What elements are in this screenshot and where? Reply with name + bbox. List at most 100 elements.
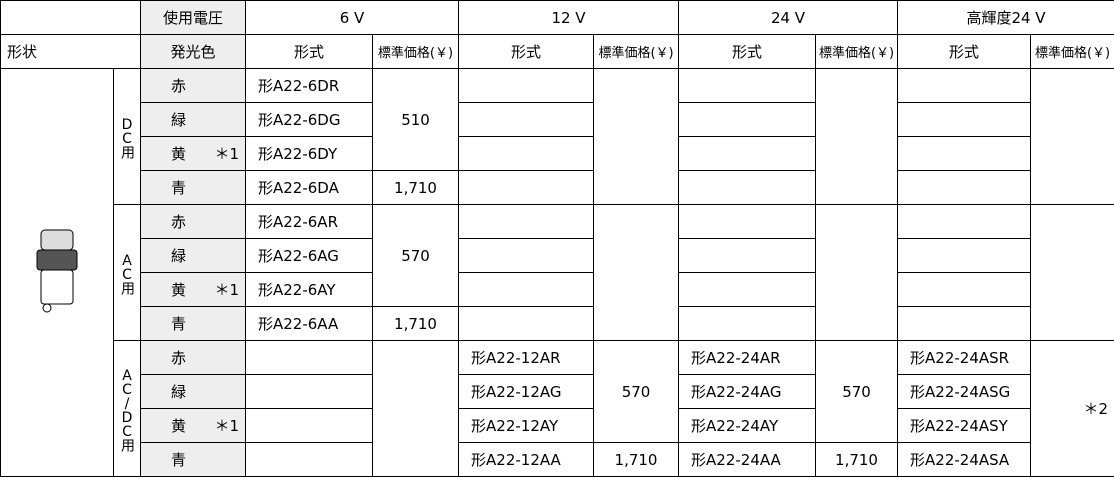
note: ＊1 — [214, 145, 239, 163]
color-name: 緑 — [171, 111, 187, 129]
model — [458, 68, 595, 103]
light-color: 黄 ＊1 — [140, 408, 246, 443]
color-name: 青 — [171, 315, 187, 333]
model — [458, 102, 595, 137]
light-color: 青 — [140, 170, 246, 205]
table-row: 青形A22-12AA 1,710 形A22-24AA 1,710 形A22-24ASA — [1, 442, 1114, 477]
model: 形A22-6DG — [245, 102, 373, 137]
table-row: 緑 形A22-6DG — [1, 102, 1114, 137]
light-color: 緑 — [140, 238, 246, 273]
light-color: 赤 — [140, 68, 246, 103]
light-color: 赤 — [140, 204, 246, 239]
model — [897, 204, 1032, 239]
color-name: 赤 — [171, 77, 187, 95]
model — [897, 272, 1032, 307]
model: 形A22-6DY — [245, 136, 373, 171]
price: 1,710 — [593, 442, 680, 477]
voltage-header: 6 V — [244, 0, 460, 35]
model — [678, 306, 817, 341]
model — [678, 238, 817, 273]
model — [458, 170, 595, 205]
model: 形A22-6AA — [245, 306, 373, 341]
model — [678, 102, 817, 137]
light-color: 黄 ＊1 — [140, 136, 246, 171]
price — [815, 68, 899, 205]
color-name: 黄 — [171, 145, 187, 163]
table-row: 形状 発光色 形式 標準価格(￥) 形式 標準価格(￥) 形式 標準価格(￥) 形式 標準価格(￥… — [0, 34, 1114, 69]
price: 510 — [371, 68, 460, 171]
model — [678, 68, 817, 103]
model: 形A22-6AR — [245, 204, 373, 239]
model — [458, 204, 595, 239]
table-row: 緑 形A22-6AG — [1, 238, 1114, 273]
voltage-header: 12 V — [458, 0, 680, 35]
table-row: AC/DC用赤形A22-12AR 570 形A22-24AR 570 形A22-24AS… — [1, 340, 1114, 477]
model: 形A22-24ASA — [897, 442, 1032, 477]
table-row: 黄 ＊1 形A22-6DY — [1, 136, 1114, 171]
model — [897, 136, 1032, 171]
light-color: 黄 ＊1 — [140, 272, 246, 307]
price — [1030, 204, 1114, 341]
note: ＊1 — [214, 417, 239, 435]
shape-header: 形状 — [0, 34, 141, 69]
voltage-label: 使用電圧 — [140, 0, 246, 35]
model — [897, 306, 1032, 341]
price-header: 標準価格(￥) — [371, 34, 460, 69]
light-color: 青 — [140, 306, 246, 341]
voltage-header: 24 V — [678, 0, 899, 35]
model: 形A22-24AR — [678, 340, 817, 375]
model: 形A22-24ASG — [897, 374, 1032, 409]
model-header: 形式 — [245, 34, 373, 69]
color-name: 緑 — [171, 383, 187, 401]
model: 形A22-6DR — [245, 68, 373, 103]
model: 形A22-24AG — [678, 374, 817, 409]
model — [678, 272, 817, 307]
price: ＊2 — [1030, 340, 1114, 477]
color-name: 青 — [171, 179, 187, 197]
light-color: 赤 — [140, 340, 246, 375]
price: 570 — [371, 204, 460, 307]
price: 1,710 — [371, 170, 460, 205]
model — [678, 204, 817, 239]
model — [245, 374, 373, 409]
model — [897, 170, 1032, 205]
price: 1,710 — [371, 306, 460, 341]
lamp-icon — [36, 229, 78, 312]
model: 形A22-6AY — [245, 272, 373, 307]
group-label: AC/DC用 — [113, 340, 141, 477]
model: 形A22-6AG — [245, 238, 373, 273]
model — [897, 102, 1032, 137]
model — [245, 340, 373, 375]
model: 形A22-24ASR — [897, 340, 1032, 375]
model — [897, 238, 1032, 273]
model: 形A22-12AR — [458, 340, 595, 375]
model — [458, 272, 595, 307]
model-header: 形式 — [678, 34, 817, 69]
model — [458, 306, 595, 341]
price: 1,710 — [815, 442, 899, 477]
light-color: 緑 — [140, 374, 246, 409]
voltage-header: 高輝度24 V — [897, 0, 1114, 35]
color-name: 赤 — [171, 213, 187, 231]
price-header: 標準価格(￥) — [593, 34, 680, 69]
price-header: 標準価格(￥) — [815, 34, 899, 69]
price — [371, 340, 460, 477]
color-name: 赤 — [171, 349, 187, 367]
model-header: 形式 — [458, 34, 595, 69]
group-label: DC用 — [113, 68, 141, 205]
model — [678, 170, 817, 205]
product-image — [0, 68, 114, 477]
model: 形A22-12AY — [458, 408, 595, 443]
note: ＊1 — [214, 281, 239, 299]
model: 形A22-12AG — [458, 374, 595, 409]
table-row: 黄 ＊1 形A22-6AY — [1, 272, 1114, 307]
model — [245, 442, 373, 477]
price — [593, 204, 680, 341]
table-row: AC用 赤 形A22-6AR 570 — [1, 204, 1114, 341]
price — [1030, 68, 1114, 205]
model: 形A22-24AA — [678, 442, 817, 477]
table-row: 青 形A22-6AA 1,710 — [1, 306, 1114, 341]
color-name: 青 — [171, 451, 187, 469]
